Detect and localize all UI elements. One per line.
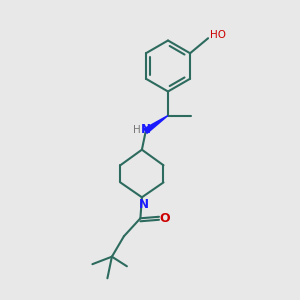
Text: O: O [160, 212, 170, 225]
Text: HO: HO [210, 30, 226, 40]
Text: N: N [141, 123, 151, 136]
Text: N: N [138, 198, 148, 211]
Text: H: H [133, 125, 141, 135]
Polygon shape [144, 116, 168, 133]
